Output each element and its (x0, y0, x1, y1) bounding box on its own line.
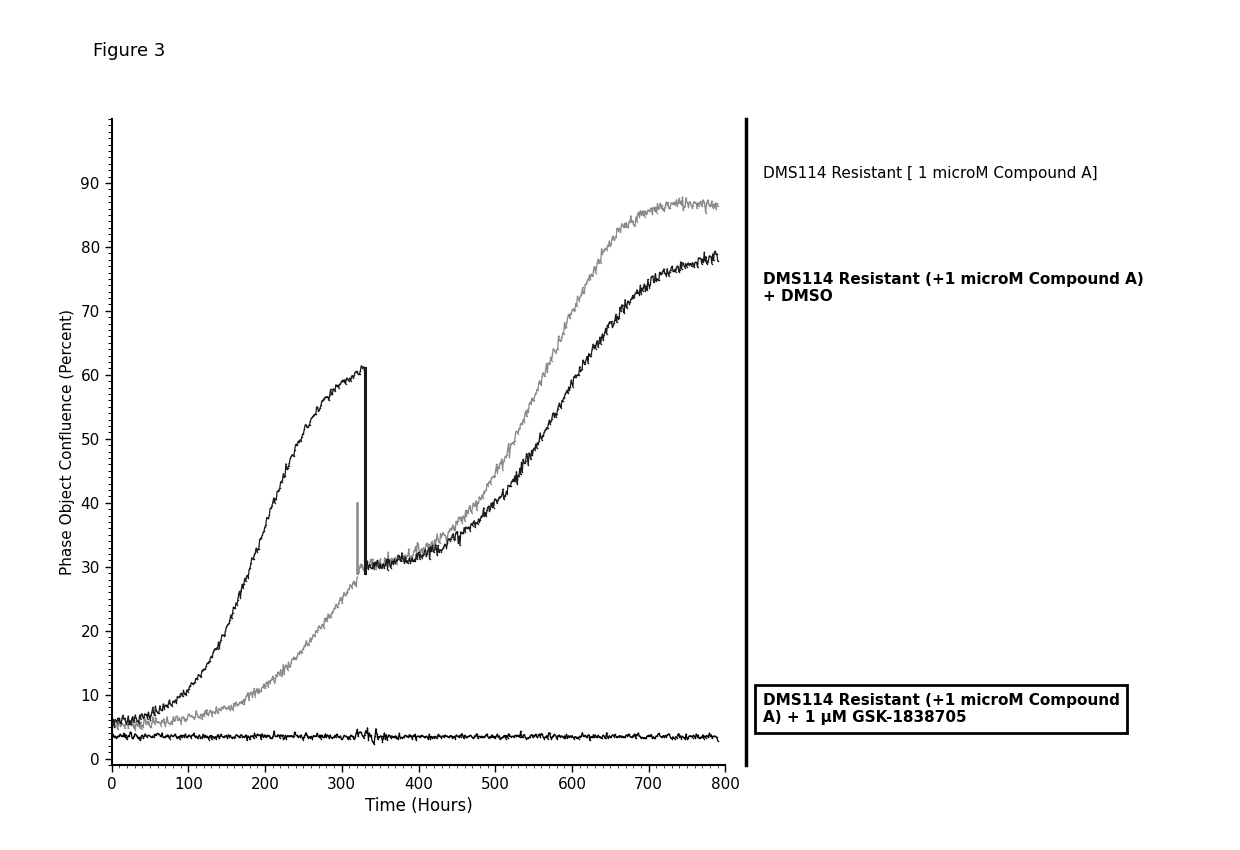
Text: Figure 3: Figure 3 (93, 42, 165, 60)
Text: DMS114 Resistant (+1 microM Compound
A) + 1 μM GSK-1838705: DMS114 Resistant (+1 microM Compound A) … (763, 693, 1120, 725)
Text: DMS114 Resistant (+1 microM Compound A)
+ DMSO: DMS114 Resistant (+1 microM Compound A) … (763, 272, 1143, 304)
Text: DMS114 Resistant [ 1 microM Compound A]: DMS114 Resistant [ 1 microM Compound A] (763, 166, 1097, 181)
X-axis label: Time (Hours): Time (Hours) (365, 797, 472, 815)
Y-axis label: Phase Object Confluence (Percent): Phase Object Confluence (Percent) (60, 309, 74, 575)
